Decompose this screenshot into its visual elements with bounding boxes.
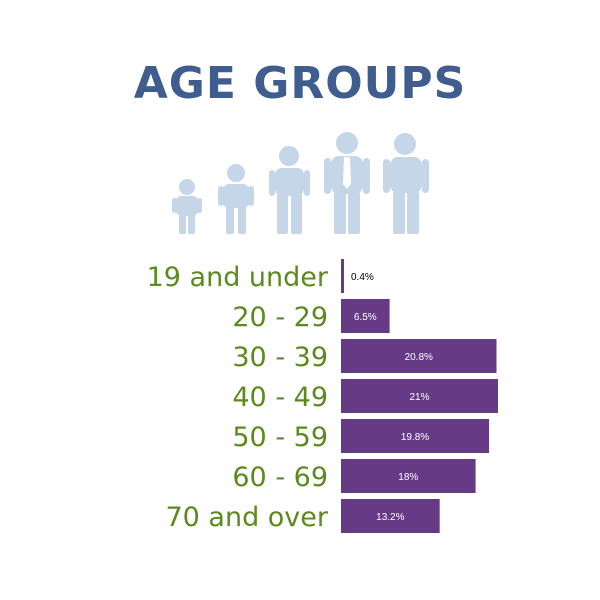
value-label-40-49: 21% <box>409 392 429 403</box>
value-label-70-and-over: 13.2% <box>376 512 404 523</box>
value-label-19-and-under: 0.4% <box>351 272 374 283</box>
man-tie-figure-icon <box>324 132 370 234</box>
bar-70-and-over <box>341 499 440 533</box>
value-labels: 0.4% 6.5% 20.8% 21% 19.8% 18% 13.2% <box>351 272 433 523</box>
bar-50-59 <box>341 419 490 453</box>
value-label-60-69: 18% <box>398 472 418 483</box>
value-label-30-39: 20.8% <box>405 352 433 363</box>
category-label-40-49: 40 - 49 <box>232 382 328 413</box>
bars <box>341 259 498 533</box>
value-label-20-29: 6.5% <box>354 312 377 323</box>
category-label-20-29: 20 - 29 <box>232 302 328 333</box>
category-label-50-59: 50 - 59 <box>232 422 328 453</box>
category-label-30-39: 30 - 39 <box>232 342 328 373</box>
category-label-19-and-under: 19 and under <box>147 262 329 293</box>
category-label-60-69: 60 - 69 <box>232 462 328 493</box>
child-figure-icon <box>172 179 202 234</box>
category-labels: 19 and under 20 - 29 30 - 39 40 - 49 50 - 59… <box>147 262 329 533</box>
value-label-50-59: 19.8% <box>401 432 429 443</box>
boy-figure-icon <box>218 164 254 234</box>
bar-60-69 <box>341 459 476 493</box>
chart-title: AGE GROUPS <box>133 58 467 109</box>
bar-40-49 <box>341 379 498 413</box>
teen-figure-icon <box>269 146 310 234</box>
bar-20-29 <box>341 299 390 333</box>
bar-19-and-under <box>341 259 344 293</box>
bar-30-39 <box>341 339 497 373</box>
category-label-70-and-over: 70 and over <box>165 502 328 533</box>
adult-figure-icon <box>383 133 429 234</box>
